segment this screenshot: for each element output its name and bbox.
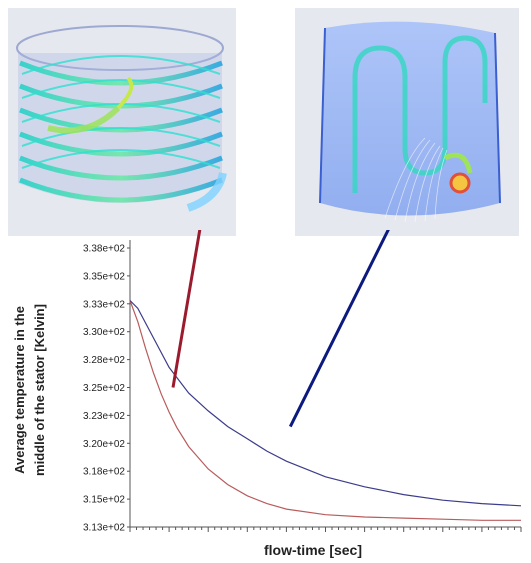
annotation-layer: [171, 230, 390, 428]
y-tick-label: 3.38e+02: [83, 244, 125, 255]
y-tick-label: 3.35e+02: [83, 271, 125, 282]
temperature-chart: 3.38e+02 3.35e+02 3.33e+02 3.30e+02 3.28e+02…: [12, 230, 522, 558]
y-tick-label: 3.15e+02: [83, 495, 125, 506]
y-tick-label: 3.25e+02: [83, 383, 125, 394]
y-axis-title-line2: middle of the stator [Kelvin]: [32, 304, 47, 476]
axial-streamline-image: [295, 8, 519, 236]
y-tick-label: 3.30e+02: [83, 327, 125, 338]
y-tick-label: 3.33e+02: [83, 299, 125, 310]
y-tick-label: 3.20e+02: [83, 439, 125, 450]
y-tick-label: 3.23e+02: [83, 411, 125, 422]
annotation-pointer-1: [288, 230, 390, 428]
series-line-1: [129, 300, 522, 507]
y-axis-ticks: 3.38e+02 3.35e+02 3.33e+02 3.30e+02 3.28e+02…: [83, 244, 130, 534]
y-axis-title-line1: Average temperature in the: [12, 306, 27, 474]
y-tick-label: 3.28e+02: [83, 355, 125, 366]
y-tick-label: 3.18e+02: [83, 467, 125, 478]
helical-streamline-image: [8, 8, 236, 236]
x-axis-ticks: [129, 527, 522, 532]
annotation-pointer-0: [171, 230, 202, 388]
series-line-0: [129, 300, 521, 521]
series-layer: [129, 300, 522, 521]
x-axis-title: flow-time [sec]: [264, 542, 362, 558]
y-tick-label: 3.13e+02: [83, 523, 125, 534]
